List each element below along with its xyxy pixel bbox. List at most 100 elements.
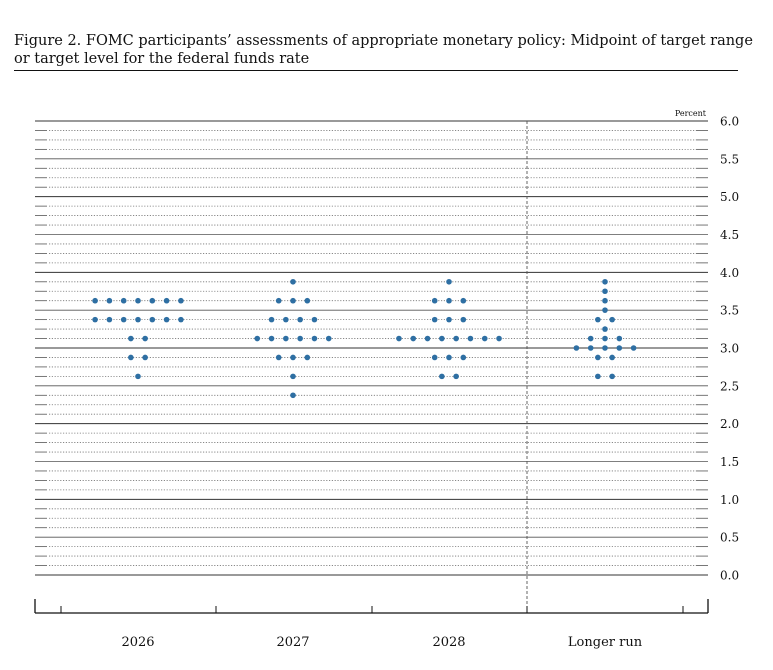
axis-layer [34, 121, 709, 614]
y-tick-label: 4.5 [720, 228, 739, 242]
participant-dot [275, 297, 282, 304]
y-tick-label: 5.0 [720, 190, 739, 204]
participant-dot [460, 297, 467, 304]
participant-dot [431, 297, 438, 304]
participant-dot [275, 354, 282, 361]
participant-dot [467, 335, 474, 342]
participant-dot [283, 335, 289, 342]
y-tick-label: 3.0 [720, 342, 739, 356]
participant-dot [424, 335, 431, 342]
participant-dot [304, 354, 311, 361]
participant-dot [630, 345, 637, 351]
participant-dot [587, 345, 594, 351]
participant-dot [163, 316, 170, 323]
participant-dot [254, 335, 261, 342]
participant-dot [128, 354, 134, 361]
participant-dot [595, 373, 601, 380]
participant-dot [481, 335, 488, 342]
participant-dot [587, 335, 594, 342]
figure-title-line-2: or target level for the federal funds ra… [14, 51, 310, 67]
participant-dot [290, 278, 296, 285]
participant-dot [290, 297, 296, 304]
figure-title-line-1: Figure 2. FOMC participants’ assessments… [14, 33, 753, 49]
category-label: 2028 [432, 635, 465, 650]
participant-dot [609, 316, 615, 323]
participant-dot [602, 288, 608, 295]
participant-dot [297, 335, 303, 342]
y-tick-label: 1.5 [720, 455, 739, 469]
label-layer: 0.0 0.5 1.0 1.5 2.0 2.5 3.0 3.5 4.0 4.5 5.0 5.5 6.0 P… [121, 109, 739, 650]
participant-dot [283, 316, 289, 323]
participant-dot [178, 297, 184, 304]
participant-dot [135, 297, 141, 304]
participant-dot [268, 335, 275, 342]
y-tick-label: 0.0 [720, 569, 739, 583]
participant-dot [128, 335, 134, 342]
participant-dot [453, 335, 459, 342]
participant-dot [178, 316, 184, 323]
y-tick-label: 5.5 [720, 152, 739, 166]
participant-dot [446, 278, 452, 285]
participant-dot [496, 335, 502, 342]
participant-dot [325, 335, 332, 342]
participant-dot [439, 373, 445, 380]
title-rule [14, 70, 738, 71]
participant-dot [460, 316, 467, 323]
participant-dot [142, 335, 148, 342]
participant-dot [609, 354, 615, 361]
participant-dot [311, 316, 318, 323]
participant-dot [431, 316, 438, 323]
participant-dot [268, 316, 275, 323]
dot-layer [92, 278, 637, 399]
participant-dot [92, 316, 98, 323]
participant-dot [120, 316, 127, 323]
participant-dot [446, 354, 452, 361]
category-label: 2026 [121, 635, 154, 650]
participant-dot [290, 354, 296, 361]
participant-dot [135, 373, 141, 380]
participant-dot [573, 345, 580, 351]
y-tick-label: 3.5 [720, 304, 739, 318]
participant-dot [446, 316, 452, 323]
figure-title: Figure 2. FOMC participants’ assessments… [14, 32, 754, 68]
participant-dot [446, 297, 452, 304]
participant-dot [616, 335, 623, 342]
participant-dot [396, 335, 402, 342]
participant-dot [290, 373, 296, 380]
unit-label: Percent [675, 109, 707, 118]
participant-dot [602, 297, 608, 304]
y-tick-label: 6.0 [720, 115, 739, 129]
participant-dot [106, 316, 113, 323]
participant-dot [609, 373, 615, 380]
y-tick-label: 0.5 [720, 531, 739, 545]
participant-dot [602, 278, 608, 285]
participant-dot [602, 335, 608, 342]
participant-dot [602, 326, 608, 332]
y-tick-label: 2.0 [720, 417, 739, 431]
participant-dot [431, 354, 438, 361]
participant-dot [453, 373, 459, 380]
grid-layer [35, 120, 708, 576]
participant-dot [311, 335, 318, 342]
participant-dot [290, 392, 296, 399]
participant-dot [304, 297, 311, 304]
category-label: 2027 [276, 635, 309, 650]
participant-dot [602, 307, 608, 313]
participant-dot [92, 297, 98, 304]
participant-dot [120, 297, 127, 304]
participant-dot [595, 316, 601, 323]
category-label: Longer run [568, 635, 643, 650]
participant-dot [410, 335, 417, 342]
participant-dot [106, 297, 113, 304]
participant-dot [595, 354, 601, 361]
y-tick-label: 1.0 [720, 493, 739, 507]
participant-dot [460, 354, 467, 361]
participant-dot [602, 345, 608, 351]
participant-dot [163, 297, 170, 304]
participant-dot [439, 335, 445, 342]
participant-dot [149, 297, 156, 304]
y-tick-label: 2.5 [720, 379, 739, 393]
participant-dot [149, 316, 156, 323]
participant-dot [616, 345, 623, 351]
